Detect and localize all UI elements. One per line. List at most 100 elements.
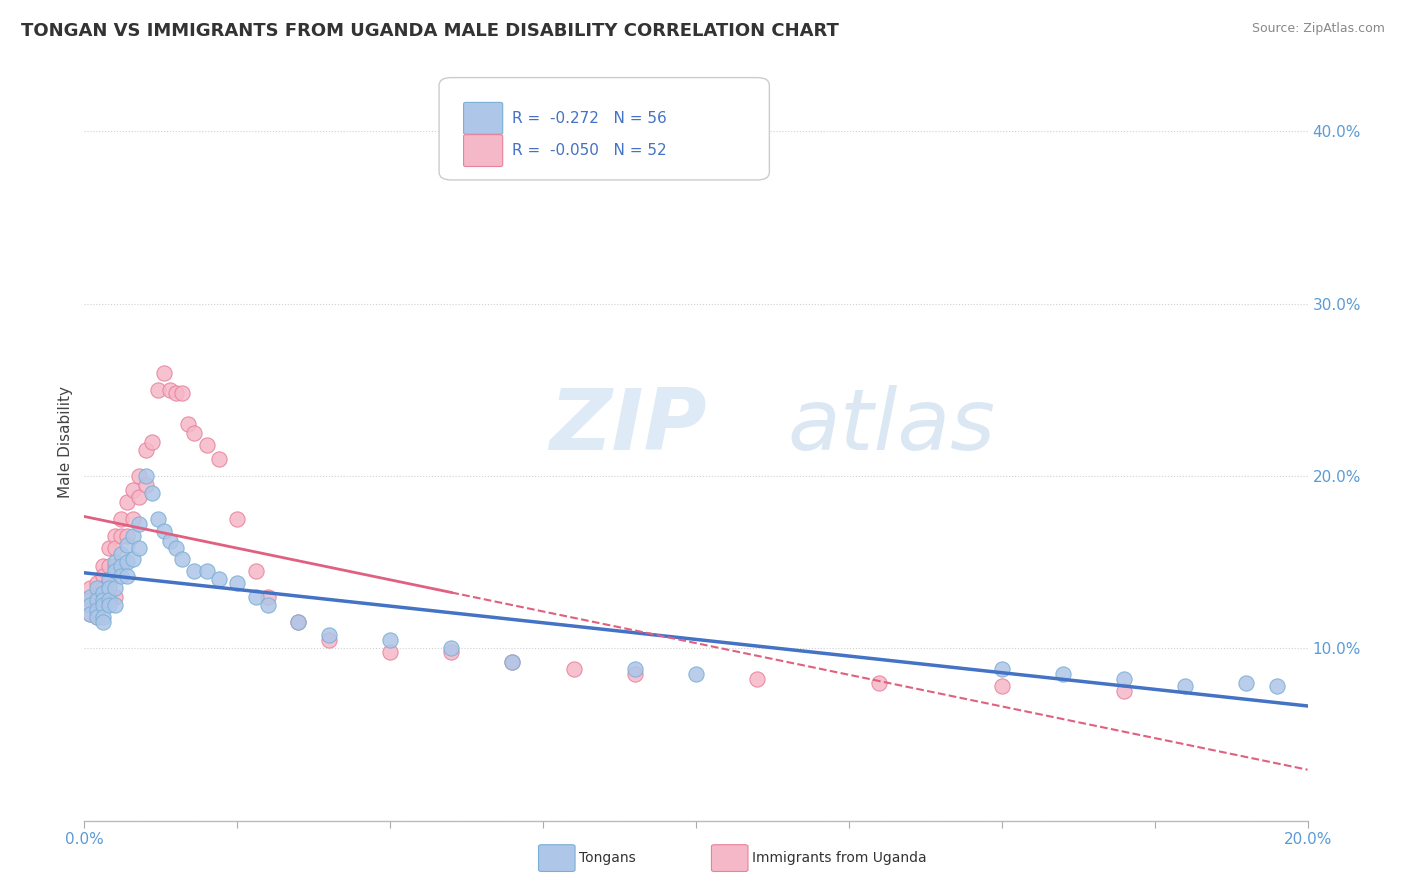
Point — [110, 547, 132, 561]
Point — [226, 575, 249, 590]
Text: R =  -0.050   N = 52: R = -0.050 N = 52 — [513, 143, 666, 158]
Point — [97, 593, 120, 607]
Point — [91, 581, 114, 595]
Text: Source: ZipAtlas.com: Source: ZipAtlas.com — [1251, 22, 1385, 36]
Point — [1114, 684, 1136, 698]
Point — [86, 581, 108, 595]
Point — [110, 558, 132, 573]
Point — [86, 590, 108, 604]
Point — [115, 529, 138, 543]
Point — [177, 417, 200, 432]
Point — [991, 662, 1014, 676]
Point — [97, 599, 120, 613]
Text: atlas: atlas — [787, 384, 995, 468]
Point — [128, 517, 150, 532]
Point — [115, 569, 138, 583]
Point — [146, 512, 169, 526]
Point — [380, 645, 402, 659]
Point — [104, 599, 127, 613]
Point — [91, 593, 114, 607]
Point — [115, 555, 138, 569]
Point — [1114, 673, 1136, 687]
Point — [135, 443, 157, 458]
Point — [245, 590, 267, 604]
Point — [91, 599, 114, 613]
Text: ZIP: ZIP — [550, 384, 707, 468]
Point — [624, 667, 647, 681]
Point — [91, 569, 114, 583]
Point — [1236, 675, 1258, 690]
Point — [624, 662, 647, 676]
Point — [97, 575, 120, 590]
Point — [257, 590, 280, 604]
Point — [226, 512, 249, 526]
Point — [245, 564, 267, 578]
Point — [79, 590, 101, 604]
Point — [122, 529, 145, 543]
Point — [380, 632, 402, 647]
Point — [91, 593, 114, 607]
Point — [153, 366, 176, 380]
Point — [86, 575, 108, 590]
Point — [869, 675, 891, 690]
Point — [104, 529, 127, 543]
Point — [110, 512, 132, 526]
Point — [104, 581, 127, 595]
Point — [79, 599, 101, 613]
Point — [91, 586, 114, 600]
Point — [165, 541, 187, 556]
Point — [502, 655, 524, 669]
Point — [146, 383, 169, 397]
Point — [1174, 679, 1197, 693]
Point — [91, 558, 114, 573]
Text: TONGAN VS IMMIGRANTS FROM UGANDA MALE DISABILITY CORRELATION CHART: TONGAN VS IMMIGRANTS FROM UGANDA MALE DI… — [21, 22, 839, 40]
Point — [110, 569, 132, 583]
Point — [159, 534, 181, 549]
Point — [440, 645, 463, 659]
Point — [183, 425, 205, 440]
Point — [172, 386, 194, 401]
Text: R =  -0.272   N = 56: R = -0.272 N = 56 — [513, 111, 668, 126]
Point — [287, 615, 309, 630]
Y-axis label: Male Disability: Male Disability — [58, 385, 73, 498]
Point — [104, 555, 127, 569]
Point — [135, 477, 157, 491]
Point — [257, 599, 280, 613]
Point — [1265, 679, 1288, 693]
Point — [86, 603, 108, 617]
Point — [104, 590, 127, 604]
Point — [110, 558, 132, 573]
Point — [195, 438, 218, 452]
Point — [165, 386, 187, 401]
Point — [79, 581, 101, 595]
Point — [86, 610, 108, 624]
Point — [562, 662, 585, 676]
Point — [115, 538, 138, 552]
Point — [128, 469, 150, 483]
Point — [195, 564, 218, 578]
Point — [172, 551, 194, 566]
Point — [318, 627, 340, 641]
Point — [135, 469, 157, 483]
Point — [1052, 667, 1074, 681]
Point — [110, 529, 132, 543]
Point — [208, 451, 231, 466]
Point — [159, 383, 181, 397]
FancyBboxPatch shape — [464, 103, 503, 134]
Point — [991, 679, 1014, 693]
Point — [79, 607, 101, 621]
Point — [104, 564, 127, 578]
Point — [440, 641, 463, 656]
Point — [685, 667, 707, 681]
Point — [79, 593, 101, 607]
Point — [97, 581, 120, 595]
Point — [128, 490, 150, 504]
Point — [115, 495, 138, 509]
Point — [287, 615, 309, 630]
Point — [122, 551, 145, 566]
Point — [153, 524, 176, 538]
Point — [97, 573, 120, 587]
FancyBboxPatch shape — [464, 135, 503, 167]
Point — [104, 541, 127, 556]
Point — [141, 434, 163, 449]
